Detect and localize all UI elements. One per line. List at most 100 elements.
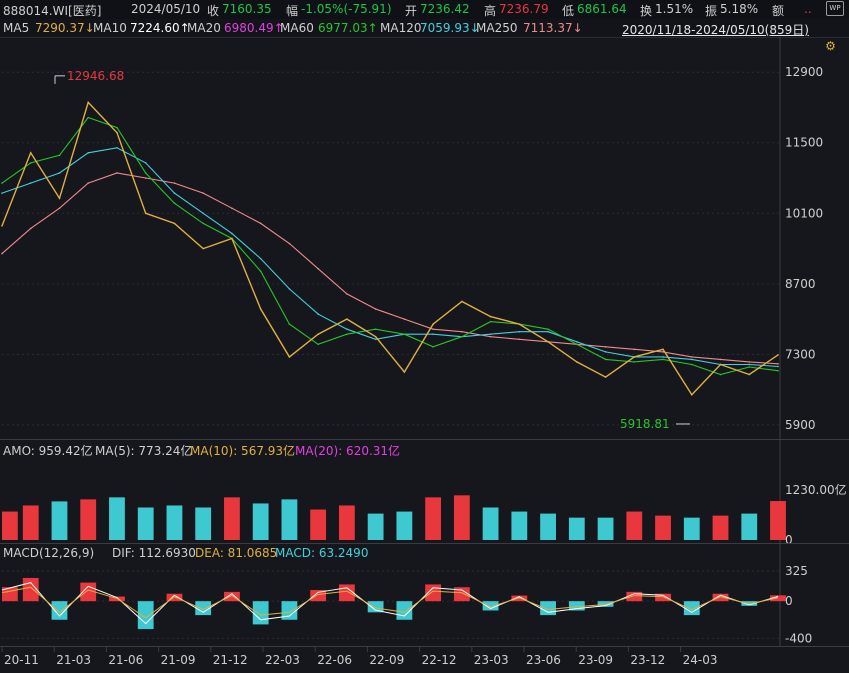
ma120-label: MA120	[380, 21, 422, 35]
macd-bar	[51, 601, 68, 620]
high-marker-label: 12946.68	[67, 69, 124, 83]
macd-bar	[425, 584, 442, 602]
time-tick-label: 20-11	[4, 653, 39, 667]
volume-bar	[252, 503, 269, 540]
volume-bar	[367, 513, 384, 540]
volume-bar	[396, 511, 413, 540]
open-label: 开	[405, 4, 418, 18]
volume-bar	[109, 497, 125, 540]
price-tick-label: 11500	[785, 136, 823, 150]
series-point	[489, 320, 492, 323]
series-point	[202, 192, 204, 194]
series-point	[202, 212, 204, 215]
series-point	[662, 358, 664, 361]
series-point	[144, 162, 147, 164]
ma20-label: MA20	[187, 21, 221, 35]
volume-bar	[137, 507, 154, 540]
series-point	[173, 182, 176, 184]
ma-legend: MA5 7290.37↓ MA10 7224.60↑ MA20 6980.49↑…	[0, 19, 849, 53]
macd-bar	[655, 593, 671, 602]
volume-bar	[741, 513, 758, 540]
series-point	[1, 182, 3, 184]
series-point	[116, 172, 118, 174]
series-point	[173, 192, 176, 194]
volume-bar	[51, 501, 68, 540]
series-point	[317, 343, 319, 346]
volume-bar	[482, 507, 499, 540]
volume-tick-label: 1230.00亿	[785, 482, 847, 497]
wp-icon[interactable]: WP	[826, 1, 844, 16]
series-point	[604, 376, 607, 378]
series-point	[1, 252, 3, 255]
series-point	[576, 361, 578, 363]
macd-tick-label: -400	[785, 631, 812, 645]
series-point	[173, 202, 176, 205]
series-point	[317, 267, 319, 270]
series-point	[288, 323, 291, 325]
panel-divider	[0, 543, 849, 544]
open-value: 7236.42	[420, 2, 470, 16]
gear-icon[interactable]: ⚙	[825, 39, 836, 53]
series-point	[202, 247, 204, 250]
series-point	[374, 328, 377, 330]
kline-chart[interactable]: 12900 11500 10100 8700 7300 5900 1230.00亿 0 32…	[0, 37, 849, 673]
series-point	[432, 333, 434, 336]
macd-bar	[482, 601, 499, 611]
series-point	[259, 270, 262, 273]
series-point	[58, 207, 61, 210]
series-point	[432, 323, 434, 325]
series-point	[633, 356, 636, 358]
macd-bar	[540, 601, 556, 616]
amplitude-label: 振	[705, 4, 718, 18]
series-point	[288, 356, 291, 358]
series-point	[259, 257, 262, 260]
ma60-line	[1, 116, 779, 376]
series-point	[461, 330, 463, 333]
volume-bar	[568, 517, 585, 540]
ma120-line	[1, 146, 779, 368]
macd-bar	[367, 601, 384, 613]
time-tick-label: 22-09	[369, 653, 404, 667]
macd-bar	[568, 601, 585, 611]
series-point	[489, 315, 492, 318]
price-tick-label: 10100	[785, 206, 823, 220]
amo-ma20: MA(20): 620.31亿	[295, 444, 401, 458]
series-point	[690, 356, 693, 358]
amo-value: AMO: 959.42亿	[3, 444, 93, 458]
series-point	[87, 101, 90, 104]
price-axis: 12900 11500 10100 8700 7300 5900	[785, 65, 823, 432]
series-point	[87, 116, 90, 119]
low-label: 低	[562, 4, 575, 18]
volume-bar	[655, 515, 671, 540]
series-point	[719, 358, 722, 361]
series-point	[518, 323, 521, 325]
date-range-selector[interactable]: 2020/11/18-2024/05/10(859日)	[622, 23, 809, 37]
macd-bar	[511, 595, 528, 602]
series-point	[547, 340, 549, 343]
macd-axis: 325 0 -400	[785, 564, 812, 645]
series-point	[144, 212, 147, 215]
series-point	[662, 356, 664, 358]
price-tick-label: 7300	[785, 347, 816, 361]
macd-dea: DEA: 81.0685	[195, 546, 278, 560]
series-point	[1, 192, 3, 194]
series-point	[346, 318, 348, 320]
series-point	[777, 362, 779, 365]
series-point	[576, 340, 578, 343]
series-point	[690, 363, 693, 366]
macd-bar	[195, 601, 212, 616]
series-point	[288, 242, 291, 245]
amo-ma5: MA(5): 773.24亿	[95, 444, 193, 458]
price-tick-label: 8700	[785, 277, 816, 291]
series-ma120	[1, 147, 779, 368]
macd-bar	[166, 593, 183, 602]
volume-bar	[425, 497, 442, 540]
series-point	[144, 177, 147, 179]
time-tick-label: 21-06	[108, 653, 143, 667]
volume-bar	[712, 515, 729, 540]
macd-bar	[281, 601, 298, 620]
volume-bar	[597, 517, 614, 540]
time-axis: 20-11 21-03 21-06 21-09 21-12 22-03 22-06 22-09…	[1, 646, 717, 667]
close-value: 7160.35	[222, 2, 272, 16]
series-point	[259, 308, 262, 310]
